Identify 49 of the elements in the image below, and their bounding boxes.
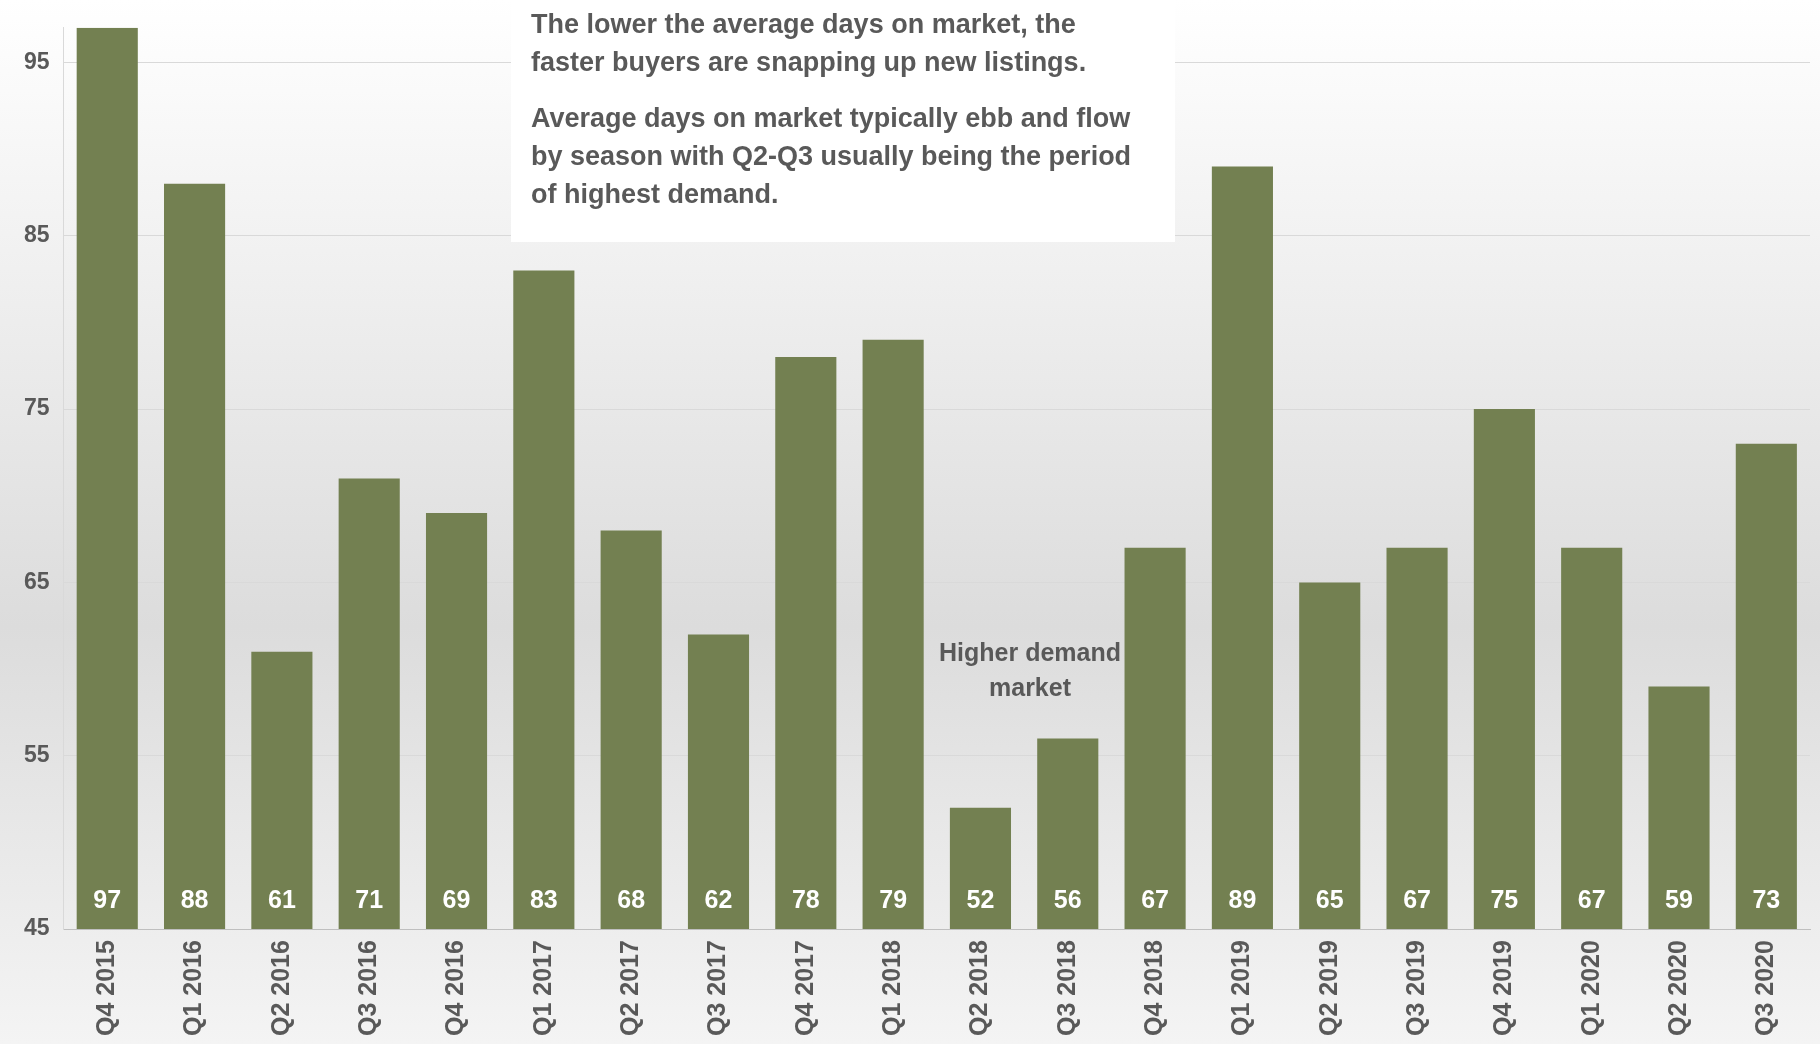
- x-tick-label: Q4 2019: [1488, 940, 1517, 1037]
- y-tick-label: 45: [23, 914, 50, 941]
- x-tick-label: Q4 2018: [1138, 940, 1167, 1037]
- y-tick-label: 55: [23, 741, 50, 768]
- data-label: 67: [1577, 884, 1606, 913]
- x-tick-label: Q2 2017: [615, 940, 644, 1037]
- data-label: 97: [93, 884, 122, 913]
- x-tick-label: Q3 2019: [1400, 940, 1429, 1037]
- data-label: 65: [1315, 884, 1344, 913]
- data-label: 56: [1053, 884, 1082, 913]
- x-tick-label: Q2 2016: [265, 940, 294, 1037]
- data-label: 89: [1228, 884, 1257, 913]
- x-tick-label: Q1 2017: [527, 940, 556, 1037]
- data-label: 78: [791, 884, 820, 913]
- y-tick-label: 65: [23, 567, 50, 594]
- x-tick-label: Q1 2020: [1575, 940, 1604, 1037]
- data-label: 52: [966, 884, 995, 913]
- x-tick-label: Q1 2019: [1226, 940, 1255, 1037]
- y-tick-label: 95: [23, 47, 50, 74]
- data-label: 75: [1490, 884, 1519, 913]
- data-label: 79: [879, 884, 908, 913]
- x-tick-label: Q3 2018: [1051, 940, 1080, 1037]
- data-label: 61: [267, 884, 296, 913]
- x-tick-label: Q2 2019: [1313, 940, 1342, 1037]
- x-tick-label: Q4 2016: [440, 940, 469, 1037]
- data-label: 67: [1403, 884, 1431, 913]
- data-label: 88: [180, 884, 209, 913]
- x-tick-label: Q3 2016: [353, 940, 382, 1037]
- x-tick-label: Q2 2018: [964, 940, 993, 1037]
- x-tick-label: Q1 2018: [877, 940, 906, 1037]
- x-tick-label: Q4 2015: [91, 940, 120, 1037]
- data-label: 68: [617, 884, 646, 913]
- data-label: 69: [442, 884, 471, 913]
- data-label: 67: [1141, 884, 1169, 913]
- x-tick-label: Q3 2017: [702, 940, 731, 1037]
- data-label: 71: [355, 884, 384, 913]
- x-tick-label: Q1 2016: [178, 940, 207, 1037]
- data-label: 73: [1752, 884, 1781, 913]
- x-tick-label: Q3 2020: [1750, 940, 1779, 1037]
- data-label: 59: [1665, 884, 1693, 913]
- annotation: Higher demand market: [939, 637, 1121, 701]
- data-label: 83: [529, 884, 558, 913]
- annotation: The lower the average days on market, the faster buyers are snapping up new listings.: [531, 8, 1087, 77]
- data-label: 62: [704, 884, 733, 913]
- x-tick-label: Q4 2017: [789, 940, 818, 1037]
- annotation: Average days on market typically ebb and flow by season with Q2-Q3 usually being the period of highest demand.: [531, 102, 1132, 209]
- y-tick-label: 75: [23, 394, 50, 421]
- x-tick-label: Q2 2020: [1662, 940, 1691, 1037]
- y-tick-label: 85: [23, 221, 50, 248]
